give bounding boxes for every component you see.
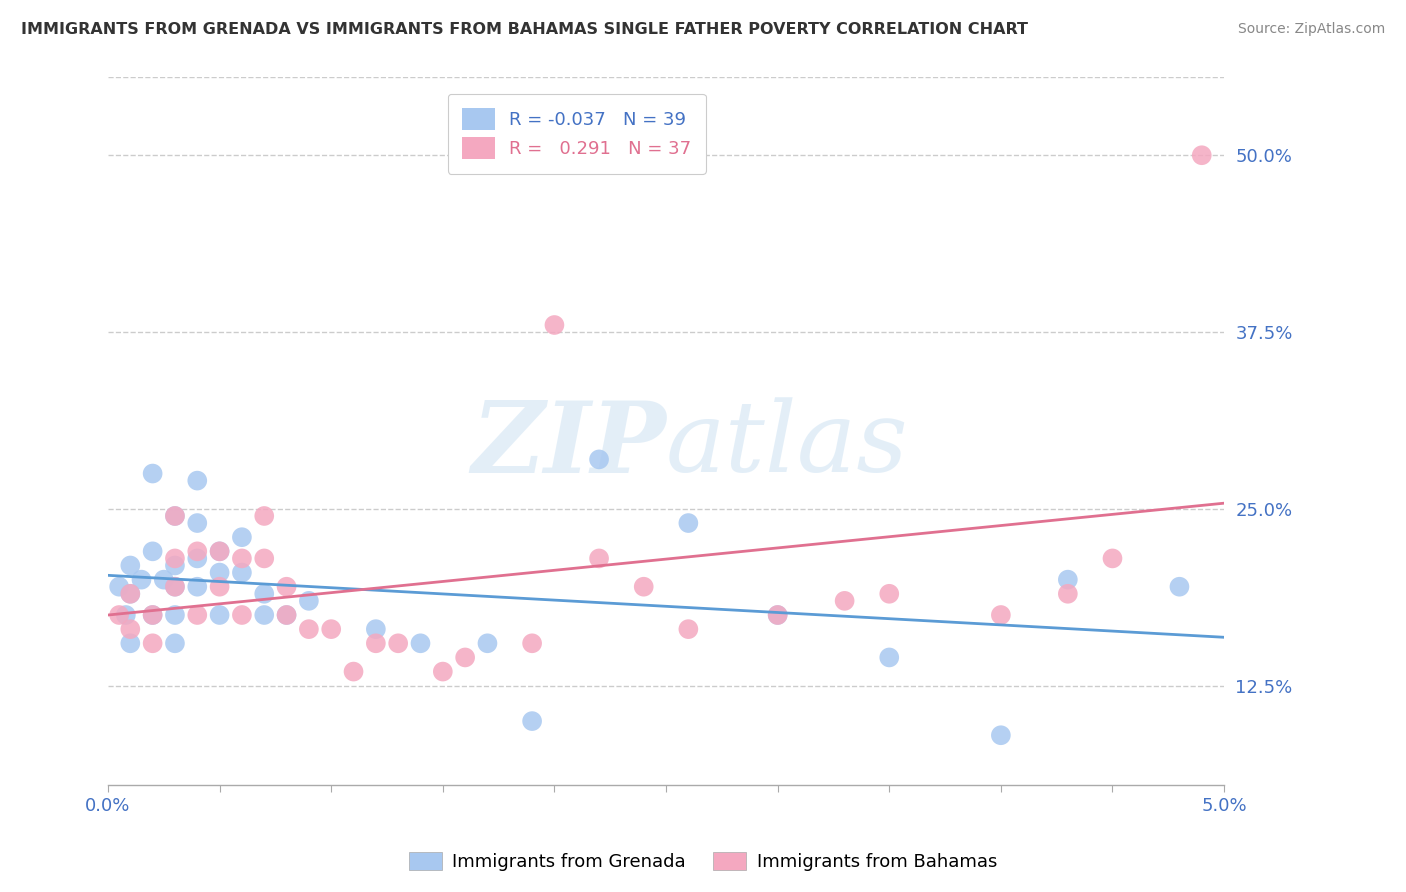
Text: ZIP: ZIP (471, 397, 666, 493)
Point (142, 607, 165, 622)
Point (208, 566, 231, 580)
Point (120, 587, 142, 601)
Point (208, 544, 231, 558)
Point (142, 607, 165, 622)
Point (186, 580, 208, 594)
Point (588, 551, 610, 566)
Point (877, 587, 900, 601)
Point (588, 452, 610, 467)
Point (120, 636, 142, 650)
Point (990, 607, 1012, 622)
Point (766, 607, 789, 622)
Point (108, 607, 131, 622)
Point (142, 544, 165, 558)
Point (766, 607, 789, 622)
Legend: Immigrants from Grenada, Immigrants from Bahamas: Immigrants from Grenada, Immigrants from… (402, 845, 1004, 879)
Point (432, 665, 454, 679)
Point (1168, 580, 1191, 594)
Point (163, 551, 186, 566)
Point (142, 636, 165, 650)
Point (186, 607, 208, 622)
Point (231, 551, 253, 566)
Point (163, 580, 186, 594)
Point (364, 636, 387, 650)
Point (520, 714, 543, 728)
Point (543, 318, 565, 332)
Point (231, 566, 253, 580)
Point (231, 607, 253, 622)
Point (321, 622, 343, 636)
Point (120, 558, 142, 573)
Point (163, 508, 186, 523)
Point (208, 607, 231, 622)
Point (834, 594, 856, 608)
Point (298, 594, 321, 608)
Point (120, 622, 142, 636)
Point (342, 665, 364, 679)
Point (477, 636, 499, 650)
Point (186, 474, 208, 488)
Point (186, 544, 208, 558)
Point (633, 580, 655, 594)
Point (163, 636, 186, 650)
Point (186, 516, 208, 530)
Point (1056, 573, 1078, 587)
Point (1101, 551, 1123, 566)
Legend: R = -0.037   N = 39, R =   0.291   N = 37: R = -0.037 N = 39, R = 0.291 N = 37 (447, 94, 706, 174)
Point (253, 587, 276, 601)
Point (142, 467, 165, 481)
Point (163, 580, 186, 594)
Point (231, 530, 253, 544)
Point (253, 508, 276, 523)
Point (163, 508, 186, 523)
Text: atlas: atlas (666, 398, 908, 493)
Point (163, 607, 186, 622)
Point (298, 622, 321, 636)
Text: Source: ZipAtlas.com: Source: ZipAtlas.com (1237, 22, 1385, 37)
Text: IMMIGRANTS FROM GRENADA VS IMMIGRANTS FROM BAHAMAS SINGLE FATHER POVERTY CORRELA: IMMIGRANTS FROM GRENADA VS IMMIGRANTS FR… (21, 22, 1028, 37)
Point (409, 636, 432, 650)
Point (276, 580, 298, 594)
Point (678, 622, 700, 636)
Point (990, 728, 1012, 742)
Point (364, 622, 387, 636)
Point (454, 650, 477, 665)
Point (208, 544, 231, 558)
Point (276, 607, 298, 622)
Point (131, 573, 153, 587)
Point (387, 636, 409, 650)
Point (208, 580, 231, 594)
Point (115, 607, 138, 622)
Point (1191, 148, 1213, 162)
Point (253, 551, 276, 566)
Point (520, 636, 543, 650)
Point (678, 516, 700, 530)
Point (163, 558, 186, 573)
Point (152, 573, 174, 587)
Point (276, 607, 298, 622)
Point (108, 580, 131, 594)
Point (1056, 587, 1078, 601)
Point (120, 587, 142, 601)
Point (186, 551, 208, 566)
Point (877, 650, 900, 665)
Point (253, 607, 276, 622)
